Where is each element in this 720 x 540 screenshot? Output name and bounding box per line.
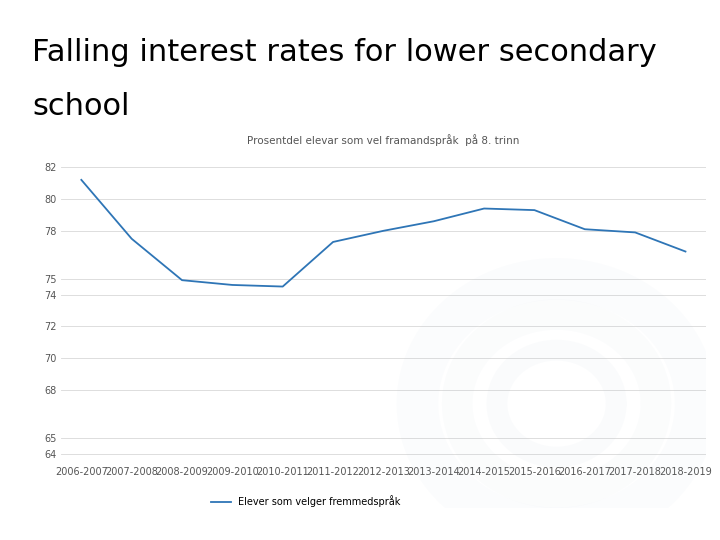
Text: Falling interest rates for lower secondary: Falling interest rates for lower seconda… [32,38,657,67]
Text: www.fremmedspraksenteret.no: www.fremmedspraksenteret.no [17,518,181,528]
Title: Prosentdel elevar som vel framandspråk  på 8. trinn: Prosentdel elevar som vel framandspråk p… [247,134,520,146]
Text: school: school [32,92,130,121]
Legend: Elever som velger fremmedspråk: Elever som velger fremmedspråk [207,491,405,511]
